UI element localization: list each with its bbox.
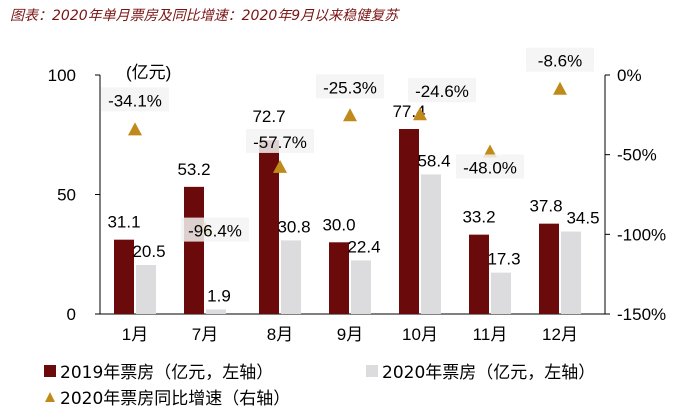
bar-label-2020: 17.3 [487,250,520,269]
growth-label: -96.4% [188,222,242,241]
bar-label-2020: 22.4 [347,237,380,256]
bar-label-2020: 34.5 [566,209,599,228]
legend-item-2020: 2020年票房（亿元，左轴） [366,358,595,383]
growth-label: -34.1% [108,91,162,110]
growth-label: -24.6% [415,82,469,101]
legend-item-growth: 2020年票房同比增速（右轴） [44,384,290,409]
left-axis-unit: (亿元) [126,63,171,82]
left-tick-label: 50 [57,186,76,205]
bar-label-2020: 30.8 [277,217,310,236]
bar-label-2020: 20.5 [132,242,165,261]
bar-label-2019: 53.2 [177,160,210,179]
growth-marker [128,122,142,136]
bar-label-2019: 37.8 [529,197,562,216]
bar-label-2020: 58.4 [417,151,450,170]
legend-label-2020: 2020年票房（亿元，左轴） [382,363,596,383]
bar-2019 [539,223,559,314]
growth-marker [483,144,497,158]
x-tick-label: 8月 [267,325,293,344]
growth-marker [273,159,287,173]
right-tick-label: -50% [617,146,657,165]
bar-2020 [421,174,441,314]
right-tick-label: -100% [617,225,666,244]
x-tick-label: 1月 [122,325,148,344]
growth-label-bg [456,154,524,179]
legend-swatch-2019 [44,364,56,377]
right-tick-label: -150% [617,305,666,324]
bar-label-2019: 31.1 [107,213,140,232]
bar-label-2020: 1.9 [207,286,231,305]
bar-label-2019: 72.7 [252,107,285,126]
growth-marker [553,81,567,95]
growth-label-bg [316,74,384,99]
right-tick-label: 0% [617,66,642,85]
growth-label: -48.0% [463,158,517,177]
legend-triangle-icon [45,391,55,402]
x-tick-label: 7月 [192,325,218,344]
bar-2020 [351,260,371,314]
bar-2020 [561,231,581,314]
bar-2020 [136,265,156,314]
growth-label: -8.6% [538,52,582,71]
bar-2019 [184,186,204,314]
growth-label-bg [526,47,594,72]
legend-label-2019: 2019年票房（亿元，左轴） [60,363,274,383]
bar-2020 [206,309,226,314]
legend-swatch-2020 [366,364,378,377]
chart-title: 图表：2020年单月票房及同比增速：2020年9月以来稳健复苏 [10,8,399,24]
bar-2019 [399,129,419,314]
left-tick-label: 0 [67,305,76,324]
growth-label-bg [408,78,476,103]
growth-label-bg [181,217,249,242]
bar-2019 [114,239,134,314]
bar-2019 [259,140,279,314]
left-tick-label: 100 [48,66,76,85]
bar-2019 [329,242,349,314]
growth-label: -25.3% [323,78,377,97]
legend-item-2019: 2019年票房（亿元，左轴） [44,358,273,383]
x-tick-label: 11月 [473,325,508,344]
growth-marker [343,108,357,122]
bar-2020 [491,272,511,314]
legend-label-growth: 2020年票房同比增速（右轴） [60,389,291,409]
bar-label-2019: 30.0 [322,215,355,234]
growth-label: -57.7% [253,133,307,152]
bar-label-2019: 33.2 [462,208,495,227]
growth-label-bg [246,128,314,153]
x-tick-label: 9月 [337,325,363,344]
growth-marker [413,107,427,121]
bar-2019 [469,234,489,314]
growth-label-bg [101,87,169,112]
x-tick-label: 10月 [402,325,438,344]
x-tick-label: 12月 [542,325,578,344]
bar-2020 [281,240,301,314]
